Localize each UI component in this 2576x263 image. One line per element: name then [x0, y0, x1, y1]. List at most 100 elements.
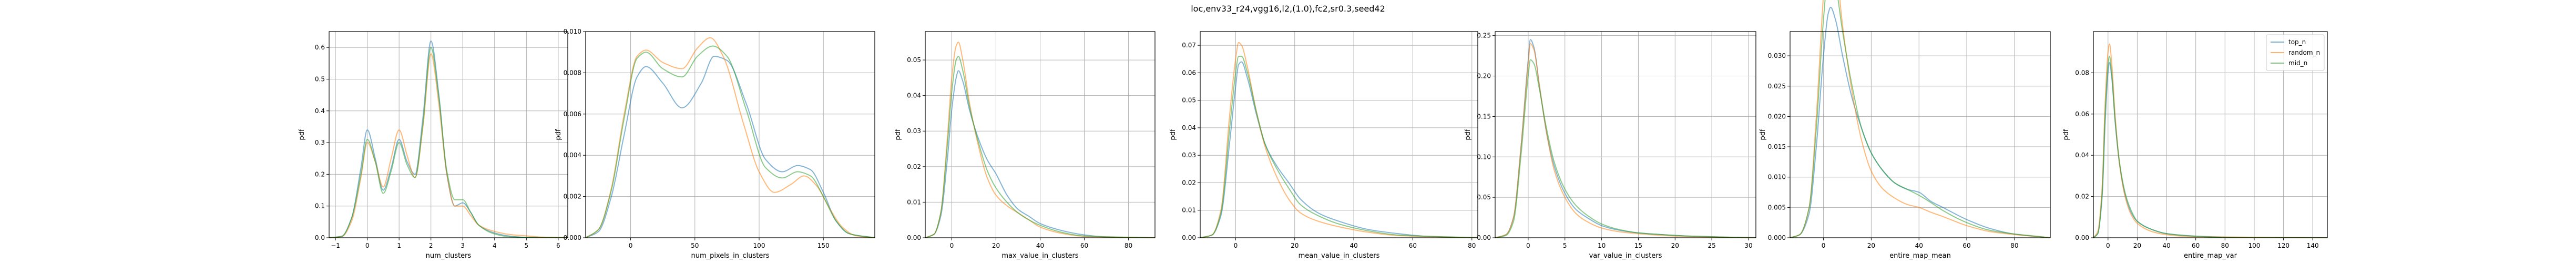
- y-tick-label: 0.10: [1477, 153, 1491, 160]
- x-tick-label: 5: [1563, 242, 1567, 249]
- y-tick-label: 0.002: [564, 193, 581, 200]
- y-axis-label: pdf: [1464, 129, 1472, 140]
- series-line-top_n: [925, 70, 1156, 238]
- x-tick-label: 60: [1409, 242, 1417, 249]
- y-tick-label: 0.010: [1768, 174, 1786, 181]
- y-tick-label: 0.008: [564, 69, 581, 76]
- y-tick-label: 0.06: [2075, 110, 2089, 118]
- legend: top_n random_n mid_n: [2266, 34, 2325, 71]
- series-line-mid_n: [1200, 56, 1478, 238]
- x-tick-label: 20: [1671, 242, 1679, 249]
- axes-frame: [1790, 31, 2051, 238]
- x-tick-label: 15: [1634, 242, 1642, 249]
- subplot-1: −1 0 1 2 3 4 5 6 0.0 0.1 0.2 0.3 0.4 0.5 0.6 num_cluste…: [298, 31, 568, 260]
- x-tick-label: 80: [1125, 242, 1132, 249]
- plot-area: [1495, 32, 1756, 238]
- y-tick-label: 0.08: [2075, 69, 2089, 76]
- y-tick-label: 0.06: [1182, 69, 1196, 76]
- x-tick-label: 150: [817, 242, 830, 249]
- x-tick-label: 80: [2010, 242, 2018, 249]
- y-tick-label: 0.006: [564, 110, 581, 118]
- x-axis-label: entire_map_var: [2184, 252, 2237, 260]
- series-line-mid_n: [925, 56, 1156, 238]
- y-tick-label: 0.030: [1768, 52, 1786, 59]
- y-tick-label: 0.6: [315, 44, 325, 51]
- x-tick-label: 20: [1867, 242, 1875, 249]
- x-tick-label: 3: [461, 242, 465, 249]
- y-tick-label: 0.15: [1477, 113, 1491, 120]
- x-tick-label: 40: [1350, 242, 1357, 249]
- legend-label-top_n: top_n: [2288, 38, 2306, 46]
- y-axis-label: pdf: [894, 129, 902, 140]
- x-tick-label: 140: [2307, 242, 2319, 249]
- y-tick-label: 0.05: [907, 56, 921, 64]
- x-tick-label: 20: [992, 242, 1000, 249]
- x-tick-label: 100: [753, 242, 765, 249]
- axes-frame: [1200, 31, 1478, 238]
- y-axis-label: pdf: [1759, 129, 1767, 140]
- y-tick-label: 0.04: [2075, 151, 2089, 159]
- legend-label-random_n: random_n: [2288, 49, 2320, 56]
- x-axis-label: num_pixels_in_clusters: [691, 252, 769, 260]
- y-tick-label: 0.00: [1182, 234, 1196, 241]
- y-tick-label: 0.02: [2075, 193, 2089, 200]
- y-tick-label: 0.005: [1768, 204, 1786, 211]
- y-tick-label: 0.05: [1477, 194, 1491, 201]
- y-tick-label: 0.03: [907, 127, 921, 135]
- y-tick-label: 0.05: [1182, 97, 1196, 104]
- x-tick-label: 30: [1744, 242, 1752, 249]
- y-tick-label: 0.20: [1477, 73, 1491, 80]
- axes-frame: [1495, 31, 1756, 238]
- subplot-6: 0 20 40 60 80 0.000 0.005 0.010 0.015 0.020 0.025 0…: [1759, 0, 2051, 260]
- x-tick-label: 0: [2106, 242, 2110, 249]
- x-axis-label: entire_map_mean: [1889, 252, 1951, 260]
- y-tick-label: 0.01: [907, 198, 921, 206]
- y-tick-label: 0.25: [1477, 32, 1491, 39]
- y-tick-label: 0.02: [1182, 179, 1196, 186]
- x-tick-label: 20: [2133, 242, 2141, 249]
- y-tick-label: 0.04: [907, 92, 921, 99]
- x-tick-label: 60: [1962, 242, 1970, 249]
- x-axis-label: max_value_in_clusters: [1001, 252, 1078, 260]
- subplot-grid: −1 0 1 2 3 4 5 6 0.0 0.1 0.2 0.3 0.4 0.5 0.6 num_cluste…: [298, 0, 2328, 260]
- y-tick-label: 0.020: [1768, 113, 1786, 120]
- x-tick-label: 20: [1291, 242, 1299, 249]
- y-tick-label: 0.4: [315, 107, 325, 115]
- y-tick-label: 0.04: [1182, 124, 1196, 132]
- y-axis-label: pdf: [555, 129, 563, 140]
- subplot-4: 0 20 40 60 80 0.00 0.01 0.02 0.03 0.04 0.05 0.06 0.0…: [1169, 31, 1478, 260]
- x-tick-label: 80: [1468, 242, 1476, 249]
- x-tick-label: 1: [397, 242, 401, 249]
- x-tick-label: 80: [2221, 242, 2229, 249]
- y-tick-label: 0.2: [315, 170, 325, 178]
- figure-title: loc,env33_r24,vgg16,l2,(1.0),fc2,sr0.3,s…: [1191, 4, 1385, 14]
- subplot-3: 0 20 40 60 80 0.00 0.01 0.02 0.03 0.04 0.05 max_val…: [894, 31, 1156, 260]
- x-axis-label: var_value_in_clusters: [1589, 252, 1662, 260]
- y-tick-label: 0.010: [564, 28, 581, 35]
- x-axis-label: mean_value_in_clusters: [1299, 252, 1380, 260]
- series-line-mid_n: [329, 47, 568, 238]
- series-line-random_n: [1790, 0, 2051, 238]
- y-tick-label: 0.004: [564, 151, 581, 159]
- x-tick-label: 0: [629, 242, 633, 249]
- x-tick-label: 6: [556, 242, 560, 249]
- y-tick-label: 0.000: [1768, 234, 1786, 241]
- series-line-mid_n: [585, 45, 875, 238]
- series-line-random_n: [1495, 43, 1756, 238]
- y-axis-label: pdf: [2062, 129, 2070, 140]
- y-tick-label: 0.00: [2075, 234, 2089, 241]
- y-tick-label: 0.03: [1182, 151, 1196, 159]
- series-line-top_n: [585, 56, 875, 238]
- x-tick-label: 0: [950, 242, 954, 249]
- y-tick-label: 0.1: [315, 203, 325, 210]
- legend-label-mid_n: mid_n: [2288, 59, 2307, 67]
- y-tick-label: 0.00: [907, 234, 921, 241]
- x-tick-label: 0: [1822, 242, 1826, 249]
- plot-area: [329, 32, 568, 238]
- y-tick-label: 0.07: [1182, 42, 1196, 49]
- x-tick-label: 0: [1234, 242, 1238, 249]
- subplot-5: 0 5 10 15 20 25 30 0.00 0.05 0.10 0.15 0.20 0.25 var_…: [1464, 31, 1756, 260]
- series-line-mid_n: [1790, 0, 2051, 238]
- y-tick-label: 0.02: [907, 163, 921, 170]
